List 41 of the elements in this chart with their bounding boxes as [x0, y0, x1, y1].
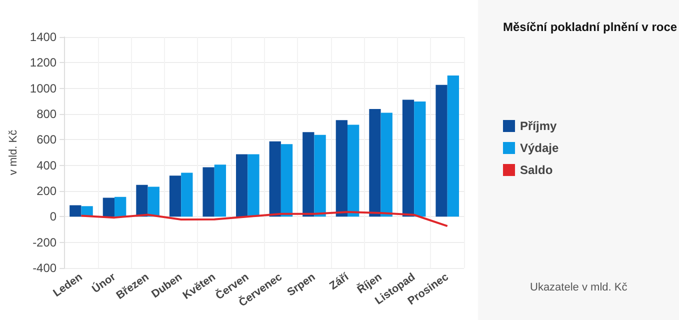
y-tick-label: 400 — [36, 158, 57, 172]
y-tick-label: 600 — [36, 132, 57, 147]
y-tick-label: -400 — [32, 261, 57, 275]
bar — [369, 108, 381, 217]
bar — [314, 134, 326, 217]
bar — [302, 132, 314, 217]
y-tick-label: 1200 — [30, 56, 57, 70]
bar — [136, 184, 148, 217]
bar — [202, 167, 214, 217]
bar — [181, 172, 193, 217]
bar — [269, 141, 281, 217]
y-tick-label: -200 — [32, 235, 57, 250]
y-tick-label: 800 — [36, 107, 57, 121]
text: Měsíční pokladní plnění v roce — [503, 20, 678, 34]
y-axis-title: v mld. Kč — [8, 129, 20, 176]
bar — [214, 164, 226, 217]
y-tick-label: 200 — [36, 184, 57, 198]
bar — [114, 196, 126, 217]
y-tick-label: 1400 — [30, 30, 57, 44]
bar — [436, 84, 448, 217]
bar — [70, 205, 82, 217]
y-tick-label: 0 — [50, 210, 57, 224]
legend-label: Saldo — [520, 163, 553, 177]
y-tick-label: 1000 — [30, 81, 57, 96]
legend-label: Výdaje — [520, 141, 560, 155]
bar — [447, 76, 460, 217]
bar — [336, 120, 348, 217]
text: Ukazatele v mld. Kč — [530, 282, 628, 294]
bar — [414, 102, 426, 217]
bar — [169, 176, 182, 217]
bar — [148, 186, 160, 217]
bar — [380, 112, 392, 217]
bar — [102, 198, 115, 217]
bar — [236, 154, 248, 217]
bar — [402, 100, 414, 217]
legend-label: Příjmy — [520, 119, 558, 133]
line-series — [80, 211, 448, 228]
x-tick-label: Září — [328, 270, 352, 292]
bar — [280, 144, 293, 217]
bar — [348, 124, 360, 217]
bar — [248, 154, 260, 217]
